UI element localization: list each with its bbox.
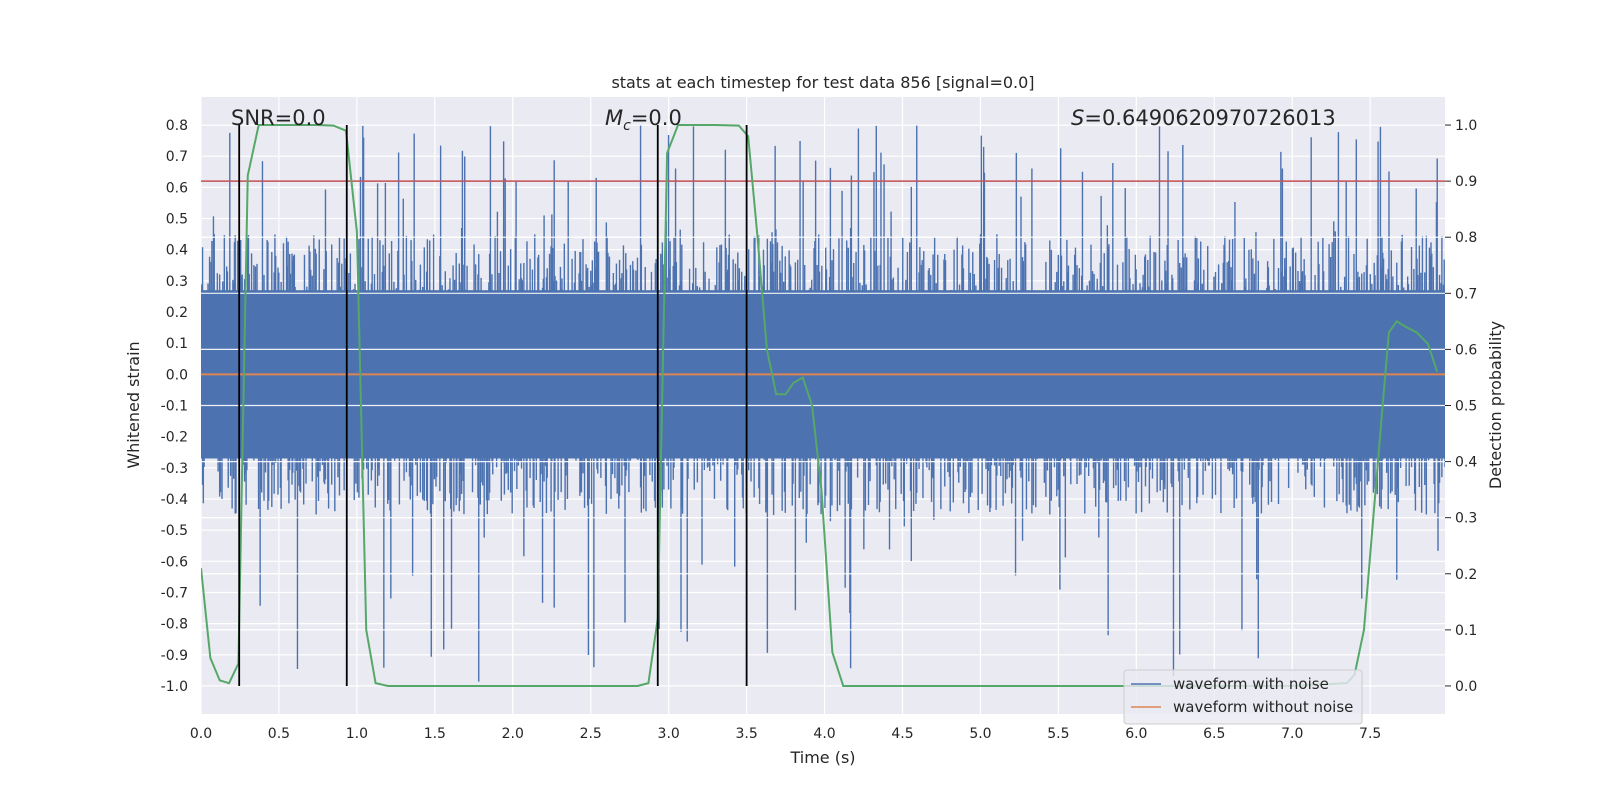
y2-tick-label: 0.8: [1455, 230, 1477, 246]
x-tick-label: 1.5: [424, 726, 446, 742]
y-tick-label: -1.0: [161, 679, 188, 695]
x-tick-label: 6.5: [1203, 726, 1225, 742]
y-tick-label: -0.8: [161, 617, 188, 633]
y-axis-label: Whitened strain: [124, 341, 143, 468]
y2-tick-label: 0.6: [1455, 342, 1477, 358]
snr-annotation: SNR=0.0: [231, 106, 326, 130]
y2-tick-label: 0.1: [1455, 623, 1477, 639]
y-tick-label: 0.5: [166, 212, 188, 228]
y-tick-label: -0.3: [161, 461, 188, 477]
x-tick-label: 2.5: [580, 726, 602, 742]
x-tick-label: 4.5: [891, 726, 913, 742]
x-tick-label: 7.0: [1281, 726, 1303, 742]
y2-tick-label: 0.0: [1455, 679, 1477, 695]
y2-tick-label: 0.5: [1455, 399, 1477, 415]
score-symbol: S: [1071, 106, 1084, 130]
chirp-mass-symbol: M: [605, 106, 623, 130]
y2-axis-label: Detection probability: [1486, 321, 1505, 489]
y2-tick-label: 1.0: [1455, 118, 1477, 134]
x-tick-label: 0.5: [268, 726, 290, 742]
x-tick-label: 6.0: [1125, 726, 1147, 742]
y-tick-label: 0.0: [166, 367, 188, 383]
y-tick-label: -0.2: [161, 430, 188, 446]
y-axis-ticks: 0.8 0.7 0.6 0.5 0.4 0.3 0.2 0.1 0.0 -0.1 -0.2 -0.3 -…: [161, 118, 188, 695]
legend-label-noise: waveform with noise: [1173, 675, 1329, 693]
y-tick-label: -0.6: [161, 554, 188, 570]
x-tick-label: 4.0: [813, 726, 835, 742]
y2-tick-label: 0.4: [1455, 455, 1477, 471]
chirp-mass-value: =0.0: [631, 106, 682, 130]
y-tick-label: -0.7: [161, 585, 188, 601]
y-tick-label: 0.1: [166, 336, 188, 352]
score-value: =0.6490620970726013: [1084, 106, 1335, 130]
lines-layer: [201, 124, 1445, 687]
chirp-mass-annotation: Mc=0.0: [605, 106, 682, 134]
y2-tick-label: 0.9: [1455, 174, 1477, 190]
y2-tick-label: 0.7: [1455, 286, 1477, 302]
score-annotation: S=0.6490620970726013: [1071, 106, 1336, 130]
legend-label-clean: waveform without noise: [1173, 698, 1353, 716]
x-tick-label: 5.5: [1047, 726, 1069, 742]
y-tick-label: 0.7: [166, 149, 188, 165]
x-tick-label: 2.0: [502, 726, 524, 742]
y-tick-label: 0.6: [166, 180, 188, 196]
y-tick-label: -0.9: [161, 648, 188, 664]
y2-axis-ticks: 1.0 0.9 0.8 0.7 0.6 0.5 0.4 0.3 0.2 0.1 0.0: [1445, 118, 1477, 695]
chirp-mass-subscript: c: [623, 118, 631, 134]
y-tick-label: -0.5: [161, 523, 188, 539]
y-tick-label: 0.3: [166, 274, 188, 290]
legend: waveform with noise waveform without noi…: [1123, 669, 1363, 725]
y-tick-label: 0.4: [166, 243, 188, 259]
chart-title: stats at each timestep for test data 856…: [611, 73, 1034, 92]
y-tick-label: 0.2: [166, 305, 188, 321]
x-tick-label: 7.5: [1359, 726, 1381, 742]
y-tick-label: 0.8: [166, 118, 188, 134]
x-tick-label: 1.0: [346, 726, 368, 742]
y-tick-label: -0.1: [161, 399, 188, 415]
legend-box: [1123, 669, 1363, 725]
y2-tick-label: 0.3: [1455, 511, 1477, 527]
x-tick-label: 5.0: [969, 726, 991, 742]
x-tick-label: 3.5: [735, 726, 757, 742]
y-tick-label: -0.4: [161, 492, 188, 508]
x-axis-label: Time (s): [789, 748, 855, 767]
x-tick-label: 0.0: [190, 726, 212, 742]
y2-tick-label: 0.2: [1455, 567, 1477, 583]
x-tick-label: 3.0: [658, 726, 680, 742]
x-axis-ticks: 0.0 0.5 1.0 1.5 2.0 2.5 3.0 3.5 4.0 4.5 5.0 5.5 6.0 6…: [190, 726, 1381, 742]
